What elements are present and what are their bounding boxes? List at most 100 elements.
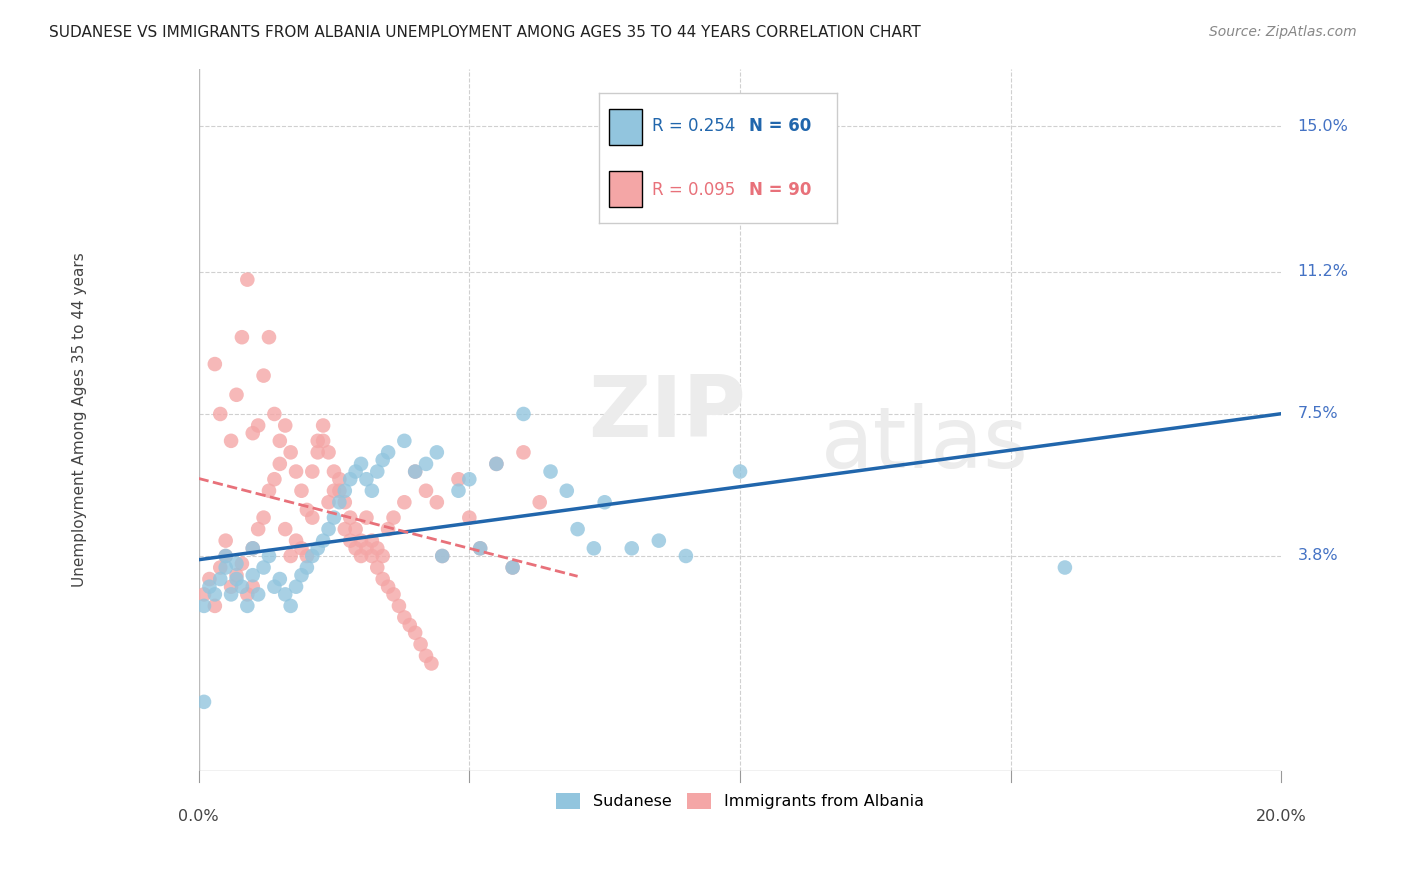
Point <box>620 541 643 556</box>
Point <box>356 510 378 524</box>
Point <box>295 560 318 574</box>
Point <box>468 541 491 556</box>
Point <box>257 483 280 498</box>
Point <box>263 407 285 421</box>
Point <box>242 426 264 441</box>
Point <box>502 560 524 574</box>
Point <box>529 495 551 509</box>
Text: 15.0%: 15.0% <box>1298 119 1348 134</box>
Point <box>458 472 481 486</box>
Point <box>257 549 280 563</box>
Point <box>193 695 215 709</box>
Point <box>377 522 399 536</box>
Point <box>231 580 253 594</box>
Text: atlas: atlas <box>821 403 1029 486</box>
Point <box>344 465 367 479</box>
Point <box>675 549 697 563</box>
Point <box>204 357 226 371</box>
Point <box>512 407 534 421</box>
Point <box>382 510 405 524</box>
Text: 20.0%: 20.0% <box>1256 809 1306 824</box>
Point <box>280 599 302 613</box>
Point <box>371 572 394 586</box>
Point <box>231 330 253 344</box>
Point <box>307 434 329 448</box>
Point <box>209 560 232 574</box>
Point <box>209 572 232 586</box>
Point <box>307 445 329 459</box>
Point <box>318 522 340 536</box>
Text: Source: ZipAtlas.com: Source: ZipAtlas.com <box>1209 25 1357 39</box>
Point <box>360 549 382 563</box>
Point <box>269 457 291 471</box>
Point <box>648 533 671 548</box>
Point <box>247 418 270 433</box>
Point <box>555 483 578 498</box>
Point <box>426 495 449 509</box>
Point <box>350 533 373 548</box>
Point <box>301 510 323 524</box>
Point <box>458 510 481 524</box>
Point <box>377 580 399 594</box>
Point <box>420 657 443 671</box>
Point <box>485 457 508 471</box>
Point <box>285 465 308 479</box>
Text: 0.0%: 0.0% <box>179 809 219 824</box>
Point <box>377 445 399 459</box>
Point <box>312 434 335 448</box>
Point <box>366 541 388 556</box>
Point <box>215 549 238 563</box>
Point <box>468 541 491 556</box>
Point <box>344 522 367 536</box>
Point <box>593 495 616 509</box>
Point <box>263 472 285 486</box>
Point <box>371 453 394 467</box>
Point <box>252 368 274 383</box>
Point <box>263 580 285 594</box>
Text: 7.5%: 7.5% <box>1298 407 1339 422</box>
Point <box>274 418 297 433</box>
Point <box>225 557 247 571</box>
Point <box>242 568 264 582</box>
Point <box>409 637 432 651</box>
Point <box>328 495 350 509</box>
Point <box>360 533 382 548</box>
Point <box>285 580 308 594</box>
Point <box>231 557 253 571</box>
Point <box>318 445 340 459</box>
Point <box>366 560 388 574</box>
Point <box>247 522 270 536</box>
Point <box>219 434 242 448</box>
Point <box>404 465 426 479</box>
Point <box>394 610 416 624</box>
Point <box>252 510 274 524</box>
Point <box>394 434 416 448</box>
Point <box>415 648 437 663</box>
Point <box>236 272 259 286</box>
Point <box>398 618 420 632</box>
Point <box>209 407 232 421</box>
Point <box>447 483 470 498</box>
Point <box>323 510 346 524</box>
Point <box>242 541 264 556</box>
Point <box>432 549 454 563</box>
Point <box>371 549 394 563</box>
Point <box>225 568 247 582</box>
Point <box>236 599 259 613</box>
Point <box>204 599 226 613</box>
Point <box>339 510 361 524</box>
Point <box>432 549 454 563</box>
Point <box>295 549 318 563</box>
Point <box>339 472 361 486</box>
Point <box>215 549 238 563</box>
Point <box>356 472 378 486</box>
Point <box>269 572 291 586</box>
Point <box>339 533 361 548</box>
Point <box>257 330 280 344</box>
Point <box>280 445 302 459</box>
Legend: Sudanese, Immigrants from Albania: Sudanese, Immigrants from Albania <box>550 786 931 815</box>
Point <box>323 465 346 479</box>
Point <box>215 560 238 574</box>
Point <box>225 572 247 586</box>
Point <box>382 587 405 601</box>
